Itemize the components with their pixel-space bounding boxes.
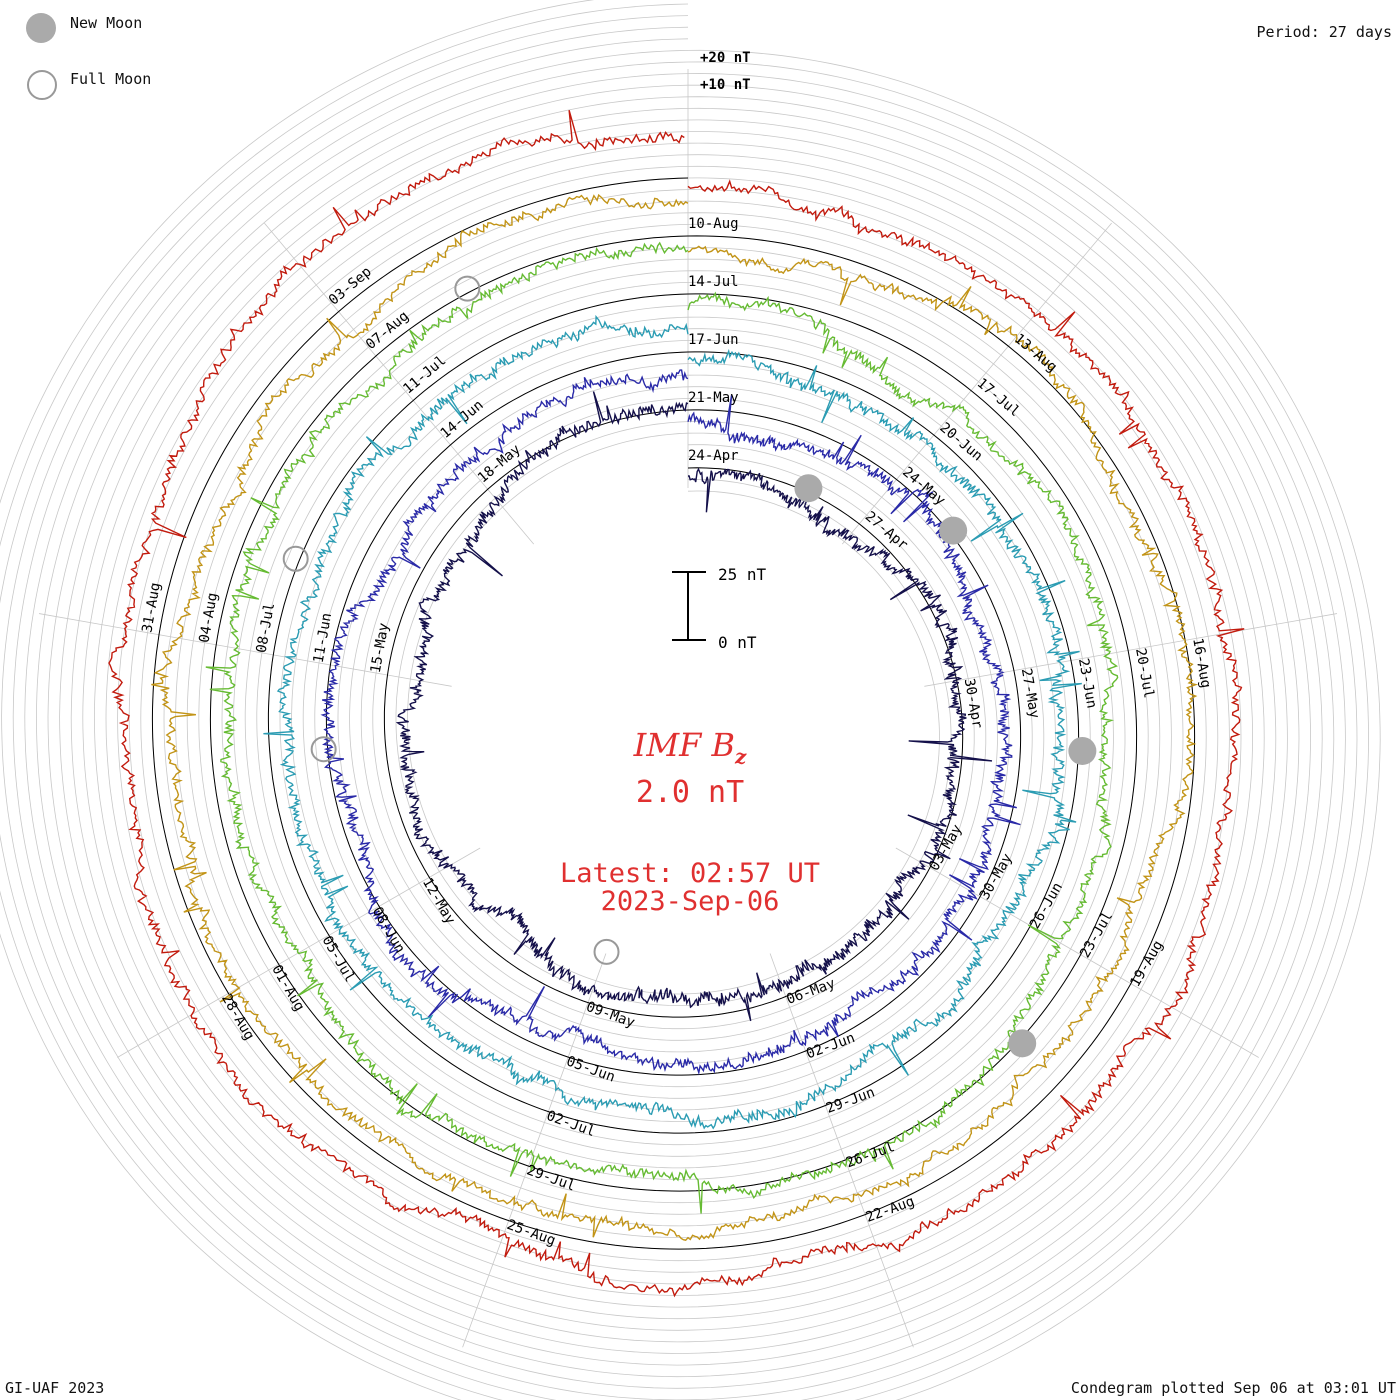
date-label: 02-Jul xyxy=(544,1108,597,1140)
grid-spiral xyxy=(279,305,1068,1122)
date-label: 25-Aug xyxy=(505,1217,558,1249)
full-moon-marker xyxy=(593,938,620,965)
grid-spiral xyxy=(349,374,998,1053)
grid-spiral xyxy=(0,3,1370,1400)
grid-spoke xyxy=(924,613,1338,687)
grid-spiral xyxy=(12,38,1335,1389)
full-moon-marker xyxy=(310,736,337,763)
date-label: 30-May xyxy=(977,851,1016,903)
grid-spiral xyxy=(198,224,1149,1204)
grid-spiral xyxy=(0,15,1358,1400)
date-label: 17-Jul xyxy=(974,375,1023,420)
date-label: 29-Jun xyxy=(824,1085,877,1117)
footer-plotted: Condegram plotted Sep 06 at 03:01 UT xyxy=(1070,1379,1396,1397)
series-cycle-6 xyxy=(108,110,1245,1298)
series-cycle-3 xyxy=(263,314,1082,1130)
date-label: 26-Jun xyxy=(1027,880,1066,932)
scale-bar: 25 nT 0 nT xyxy=(672,565,767,652)
grid-spiral xyxy=(70,96,1277,1331)
grid-spiral xyxy=(128,154,1219,1273)
footer-credit: GI-UAF 2023 xyxy=(5,1379,105,1397)
grid-spiral xyxy=(35,61,1312,1366)
new-moon-marker xyxy=(794,474,823,503)
grid-spiral xyxy=(93,119,1254,1308)
date-label: 05-Jul xyxy=(319,933,358,985)
quantity-sub: z xyxy=(734,744,747,769)
series-layer xyxy=(108,110,1245,1298)
date-label: 13-Aug xyxy=(1011,331,1060,376)
scale-label-20: +20 nT xyxy=(700,50,751,66)
latest-time: Latest: 02:57 UT xyxy=(559,858,821,889)
grid-spiral xyxy=(302,328,1045,1099)
grid-spiral xyxy=(256,282,1091,1146)
series-cycle-5 xyxy=(151,193,1199,1241)
full-moon-marker xyxy=(454,275,481,302)
date-label: 12-May xyxy=(419,875,458,927)
date-label: 08-Jun xyxy=(369,904,408,956)
series-cycle-2 xyxy=(320,369,1021,1076)
grid-spiral xyxy=(244,270,1103,1157)
date-label: 03-May xyxy=(926,822,965,874)
grid-spiral xyxy=(82,108,1265,1320)
date-label: 16-Aug xyxy=(1189,637,1214,690)
date-label: 21-May xyxy=(688,390,739,406)
date-label: 20-Jun xyxy=(936,420,985,465)
grid-spiral xyxy=(105,131,1242,1296)
new-moon-marker xyxy=(939,516,968,545)
quantity-label: IMF Bz xyxy=(490,726,890,768)
grid-spoke xyxy=(264,222,535,545)
scale-bottom-label: 0 nT xyxy=(718,633,757,652)
date-label: 10-Aug xyxy=(688,216,739,232)
moon-markers xyxy=(282,275,1097,1058)
current-value: 2.0 nT xyxy=(635,775,745,810)
grid-spoke xyxy=(38,613,452,687)
date-label: 23-Jul xyxy=(1077,909,1116,961)
date-label: 17-Jun xyxy=(688,332,739,348)
grid-spiral xyxy=(360,386,987,1041)
grid-spiral xyxy=(47,73,1300,1354)
date-label: 24-Apr xyxy=(688,448,739,464)
latest-date: 2023-Sep-06 xyxy=(600,886,780,917)
legend-new-moon-label: New Moon xyxy=(70,14,143,32)
legend-new-moon-icon xyxy=(26,13,56,43)
new-moon-marker xyxy=(1008,1029,1037,1058)
scale-top-label: 25 nT xyxy=(718,565,767,584)
scale-label-10: +10 nT xyxy=(700,77,751,93)
date-label: 09-May xyxy=(584,999,637,1031)
date-label: 05-Jun xyxy=(564,1053,617,1085)
date-label: 19-Aug xyxy=(1127,938,1166,990)
grid-spiral xyxy=(186,212,1161,1215)
grid-spiral xyxy=(291,316,1056,1111)
date-label: 06-May xyxy=(784,976,837,1008)
grid-spoke xyxy=(769,953,914,1348)
grid-spiral xyxy=(117,142,1230,1285)
grid-spoke xyxy=(895,847,1259,1058)
date-label: 28-Aug xyxy=(218,991,257,1043)
grid-spiral xyxy=(337,363,1010,1064)
legend-full-moon-label: Full Moon xyxy=(70,70,152,88)
date-label: 01-Aug xyxy=(268,962,307,1014)
legend-full-moon-icon xyxy=(27,70,57,100)
grid-spoke xyxy=(462,953,607,1348)
zero-baseline xyxy=(151,177,1196,1250)
new-moon-marker xyxy=(1068,736,1097,765)
grid-spiral xyxy=(140,166,1207,1262)
grid-spiral xyxy=(314,340,1033,1088)
date-label: 14-Jul xyxy=(688,274,739,290)
grid-spoke xyxy=(841,222,1112,545)
grid-spiral xyxy=(24,50,1323,1378)
period-label: Period: 27 days xyxy=(1256,23,1392,41)
grid-spiral xyxy=(372,398,975,1030)
full-moon-marker xyxy=(282,545,309,572)
grid-spiral xyxy=(233,258,1114,1169)
quantity-main: IMF B xyxy=(633,726,735,764)
grid-spiral xyxy=(59,84,1288,1343)
grid-spiral xyxy=(395,421,952,1007)
series-cycle-4 xyxy=(205,241,1119,1214)
series-cycle-1 xyxy=(395,391,993,1022)
